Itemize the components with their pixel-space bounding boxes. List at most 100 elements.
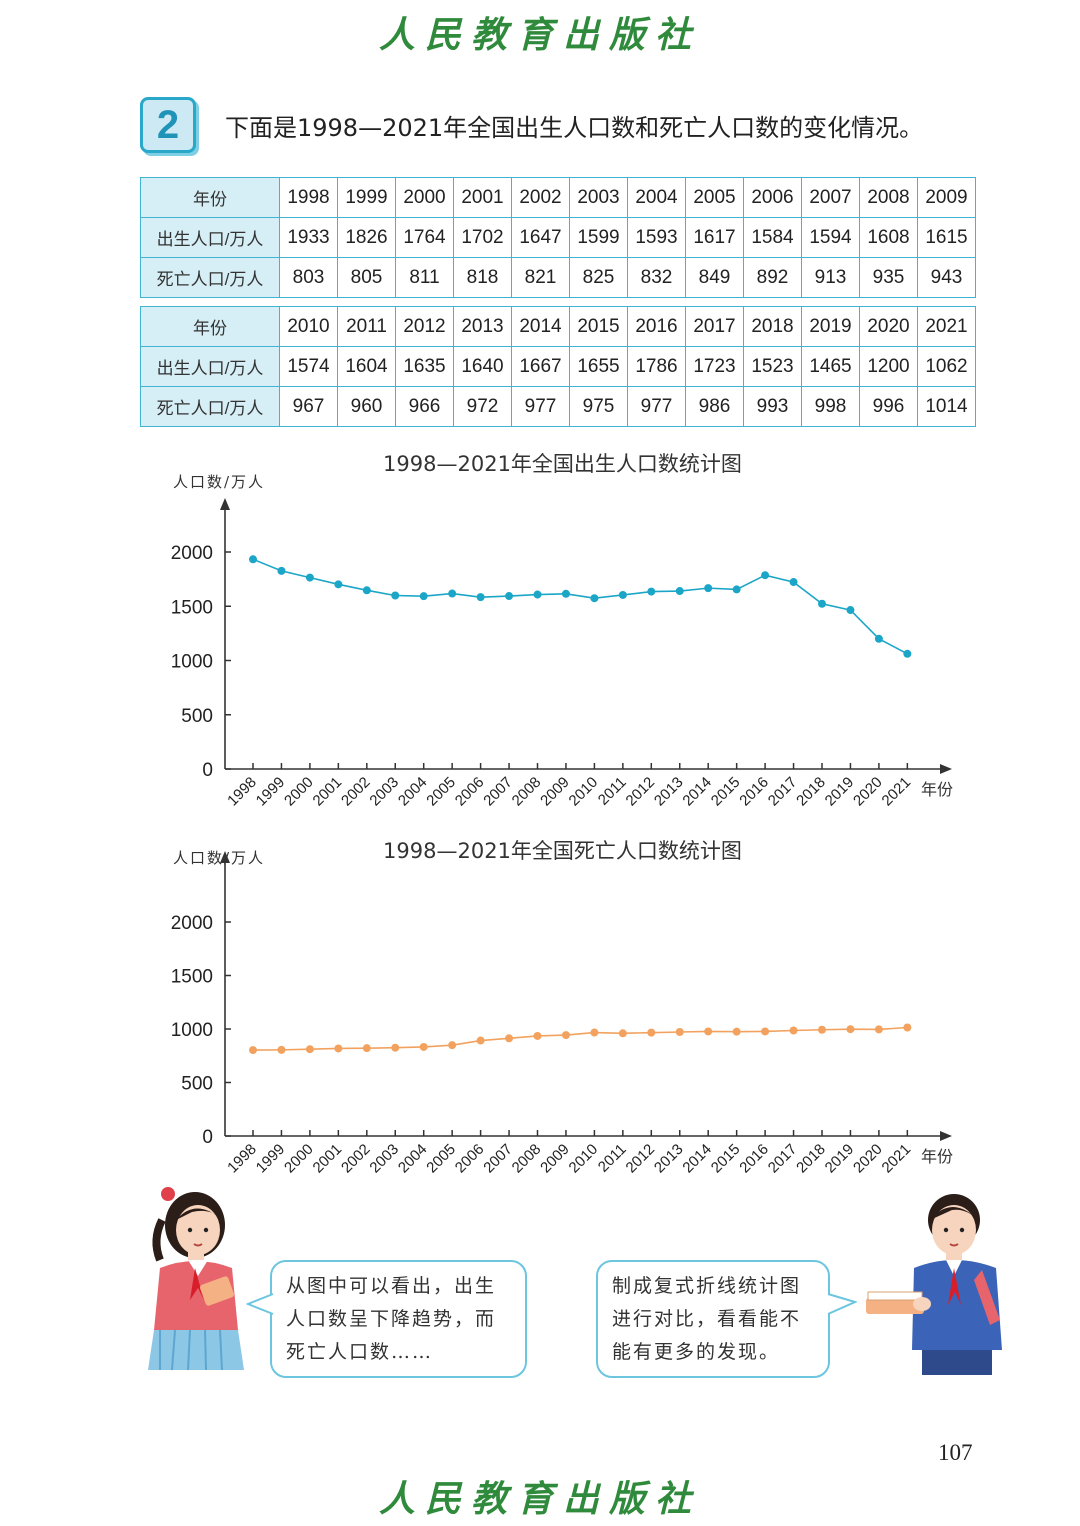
data-point bbox=[704, 1027, 713, 1036]
data-point bbox=[903, 649, 912, 658]
publisher-logo-bottom: 人民教育出版社 bbox=[378, 1478, 701, 1520]
y-tick-label: 2000 bbox=[171, 543, 213, 564]
x-tick-label: 2002 bbox=[338, 1141, 374, 1177]
data-point bbox=[789, 1026, 798, 1035]
data-point bbox=[334, 1044, 343, 1053]
deaths-cell: 832 bbox=[627, 257, 686, 298]
y-axis-arrow bbox=[220, 851, 230, 863]
births-row: 出生人口/万人 1933 1826 1764 1702 1647 1599 1593 1617 1… bbox=[140, 217, 976, 258]
deaths-cell: 818 bbox=[453, 257, 512, 298]
deaths-cell: 913 bbox=[801, 257, 860, 298]
boy-speech-line: 进行对比，看看能不 bbox=[612, 1308, 802, 1330]
deaths-cell: 996 bbox=[859, 386, 918, 427]
x-tick-label: 1999 bbox=[253, 1141, 289, 1177]
x-tick-label: 2019 bbox=[822, 774, 858, 810]
x-tick-label: 2004 bbox=[395, 774, 431, 810]
deaths-cell: 803 bbox=[279, 257, 338, 298]
births-cell: 1200 bbox=[859, 346, 918, 387]
series-line bbox=[252, 558, 908, 655]
x-tick-label: 2015 bbox=[708, 774, 744, 810]
births-cell: 1764 bbox=[395, 217, 454, 258]
data-point bbox=[675, 1027, 684, 1036]
births-cell: 1465 bbox=[801, 346, 860, 387]
deaths-cell: 825 bbox=[569, 257, 628, 298]
y-tick-label: 1000 bbox=[171, 1020, 213, 1041]
y-tick-label: 2000 bbox=[171, 913, 213, 934]
x-tick-label: 2009 bbox=[537, 774, 573, 810]
publisher-logo-top: 人民教育出版社 bbox=[378, 14, 701, 56]
year-cell: 2014 bbox=[511, 306, 570, 347]
x-tick-label: 2020 bbox=[850, 774, 886, 810]
year-cell: 2012 bbox=[395, 306, 454, 347]
year-cell: 1998 bbox=[279, 177, 338, 218]
data-point bbox=[277, 1045, 286, 1054]
deaths-cell: 972 bbox=[453, 386, 512, 427]
birth-chart-title: 1998—2021年全国出生人口数统计图 bbox=[383, 452, 742, 476]
year-cell: 2016 bbox=[627, 306, 686, 347]
x-tick-label: 2017 bbox=[765, 774, 801, 810]
death-chart-title: 1998—2021年全国死亡人口数统计图 bbox=[383, 839, 742, 863]
year-cell: 2007 bbox=[801, 177, 860, 218]
year-cell: 2017 bbox=[685, 306, 744, 347]
x-tick-label: 2014 bbox=[679, 774, 715, 810]
page-number: 107 bbox=[938, 1440, 973, 1465]
death-line-chart: 人口数/万人0500100015002000199819992000200120… bbox=[171, 849, 953, 1177]
data-point bbox=[761, 1027, 770, 1036]
x-axis-label: 年份 bbox=[921, 780, 953, 799]
year-cell: 2020 bbox=[859, 306, 918, 347]
data-point bbox=[732, 1027, 741, 1036]
births-cell: 1604 bbox=[337, 346, 396, 387]
data-table-2010-2021: 年份 2010 2011 2012 2013 2014 2015 2016 2017 2018 20… bbox=[140, 306, 976, 427]
births-cell: 1615 bbox=[917, 217, 976, 258]
x-tick-label: 1998 bbox=[224, 774, 260, 810]
births-cell: 1655 bbox=[569, 346, 628, 387]
births-cell: 1593 bbox=[627, 217, 686, 258]
data-point bbox=[789, 578, 798, 587]
girl-bubble-tail bbox=[246, 1293, 274, 1315]
x-tick-label: 2005 bbox=[423, 1141, 459, 1177]
births-row: 出生人口/万人 1574 1604 1635 1640 1667 1655 1786 1723 1… bbox=[140, 346, 976, 387]
girl-speech-line: 从图中可以看出，出生 bbox=[286, 1275, 497, 1297]
deaths-cell: 943 bbox=[917, 257, 976, 298]
births-cell: 1574 bbox=[279, 346, 338, 387]
data-point bbox=[476, 1036, 485, 1045]
births-cell: 1594 bbox=[801, 217, 860, 258]
data-point bbox=[362, 1044, 371, 1053]
x-tick-label: 2008 bbox=[509, 774, 545, 810]
deaths-row: 死亡人口/万人 967 960 966 972 977 975 977 986 993 998 996… bbox=[140, 386, 976, 427]
x-tick-label: 2011 bbox=[595, 1141, 630, 1176]
births-cell: 1667 bbox=[511, 346, 570, 387]
x-tick-label: 2020 bbox=[850, 1141, 886, 1177]
data-point bbox=[305, 573, 314, 582]
y-axis-label: 人口数/万人 bbox=[173, 473, 265, 491]
deaths-cell: 998 bbox=[801, 386, 860, 427]
series-line bbox=[252, 1026, 908, 1051]
year-cell: 2001 bbox=[453, 177, 512, 218]
girl-student-illustration bbox=[148, 1187, 244, 1371]
x-tick-label: 2010 bbox=[566, 1141, 602, 1177]
births-cell: 1933 bbox=[279, 217, 338, 258]
data-point bbox=[419, 1042, 428, 1051]
year-cell: 2019 bbox=[801, 306, 860, 347]
x-tick-label: 2016 bbox=[736, 1141, 772, 1177]
x-tick-label: 2021 bbox=[879, 774, 915, 810]
x-tick-label: 2006 bbox=[452, 774, 488, 810]
x-tick-label: 2009 bbox=[537, 1141, 573, 1177]
x-tick-label: 2000 bbox=[281, 774, 317, 810]
deaths-cell: 849 bbox=[685, 257, 744, 298]
data-table-1998-2009: 年份 1998 1999 2000 2001 2002 2003 2004 2005 2006 20… bbox=[140, 177, 976, 298]
x-tick-label: 2000 bbox=[281, 1141, 317, 1177]
year-cell: 2004 bbox=[627, 177, 686, 218]
problem-number-badge: 2 bbox=[140, 97, 196, 153]
x-tick-label: 2001 bbox=[310, 774, 346, 810]
data-point bbox=[618, 1029, 627, 1038]
deaths-cell: 975 bbox=[569, 386, 628, 427]
deaths-cell: 821 bbox=[511, 257, 570, 298]
data-point bbox=[874, 1025, 883, 1034]
y-tick-label: 0 bbox=[202, 1127, 213, 1148]
data-point bbox=[305, 1045, 314, 1054]
data-point bbox=[761, 571, 770, 580]
data-point bbox=[675, 587, 684, 596]
x-tick-label: 2018 bbox=[793, 774, 829, 810]
births-cell: 1723 bbox=[685, 346, 744, 387]
